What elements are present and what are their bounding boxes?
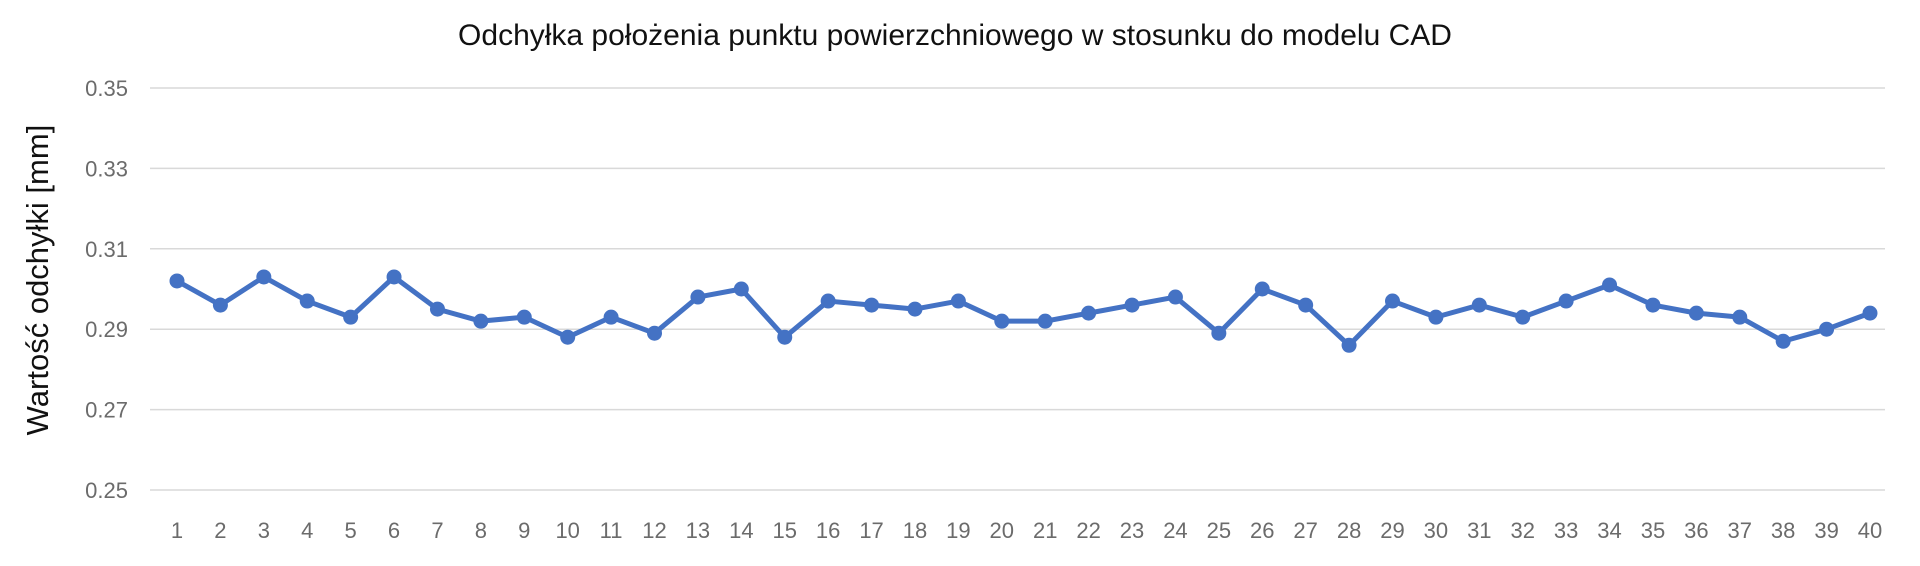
data-point <box>1819 321 1835 337</box>
x-tick-label: 21 <box>1033 518 1057 543</box>
x-tick-label: 5 <box>345 518 357 543</box>
y-axis-label: Wartość odchyłki [mm] <box>20 125 55 436</box>
x-tick-label: 2 <box>214 518 226 543</box>
data-point <box>386 269 402 285</box>
data-point <box>1254 281 1270 297</box>
x-tick-label: 22 <box>1076 518 1100 543</box>
data-point <box>1732 309 1748 325</box>
x-tick-label: 4 <box>301 518 313 543</box>
x-tick-label: 25 <box>1207 518 1231 543</box>
data-point <box>1558 293 1574 309</box>
data-point <box>1167 289 1183 305</box>
data-point <box>256 269 272 285</box>
x-tick-label: 32 <box>1510 518 1534 543</box>
x-tick-label: 9 <box>518 518 530 543</box>
data-point <box>560 329 576 345</box>
data-point <box>1688 305 1704 321</box>
data-point <box>994 313 1010 329</box>
data-point <box>950 293 966 309</box>
x-tick-label: 7 <box>431 518 443 543</box>
x-tick-label: 30 <box>1424 518 1448 543</box>
x-tick-label: 23 <box>1120 518 1144 543</box>
data-point <box>1862 305 1878 321</box>
data-point <box>820 293 836 309</box>
x-tick-label: 39 <box>1814 518 1838 543</box>
series-line <box>174 274 1873 348</box>
data-point <box>907 301 923 317</box>
x-tick-label: 34 <box>1597 518 1621 543</box>
data-point <box>1341 337 1357 353</box>
data-point <box>1775 333 1791 349</box>
data-point <box>212 297 228 313</box>
data-point <box>169 273 185 289</box>
data-point <box>1081 305 1097 321</box>
chart-title: Odchyłka położenia punktu powierzchniowe… <box>458 19 1452 52</box>
series-group <box>169 269 1878 353</box>
data-point <box>647 325 663 341</box>
data-point <box>1298 297 1314 313</box>
x-tick-label: 16 <box>816 518 840 543</box>
x-tick-label: 8 <box>475 518 487 543</box>
data-point <box>343 309 359 325</box>
y-tick-label: 0.35 <box>85 76 128 101</box>
data-point <box>603 309 619 325</box>
data-point <box>1515 309 1531 325</box>
x-tick-label: 15 <box>773 518 797 543</box>
x-tick-label: 10 <box>555 518 579 543</box>
y-tick-label: 0.31 <box>85 237 128 262</box>
data-point <box>516 309 532 325</box>
y-tick-label: 0.25 <box>85 478 128 503</box>
data-point <box>1645 297 1661 313</box>
x-tick-label: 24 <box>1163 518 1187 543</box>
x-tick-label: 13 <box>686 518 710 543</box>
gridlines <box>150 87 1885 491</box>
x-tick-label: 6 <box>388 518 400 543</box>
x-tick-label: 40 <box>1858 518 1882 543</box>
y-tick-label: 0.27 <box>85 398 128 423</box>
x-tick-label: 37 <box>1728 518 1752 543</box>
x-tick-label: 38 <box>1771 518 1795 543</box>
data-point <box>777 329 793 345</box>
x-tick-label: 35 <box>1641 518 1665 543</box>
data-point <box>1471 297 1487 313</box>
x-tick-label: 20 <box>990 518 1014 543</box>
data-point <box>473 313 489 329</box>
y-axis-ticks: 0.35 0.33 0.31 0.29 0.27 0.25 <box>85 76 128 503</box>
x-tick-label: 28 <box>1337 518 1361 543</box>
y-tick-label: 0.29 <box>85 317 128 342</box>
data-point <box>864 297 880 313</box>
x-tick-label: 11 <box>600 518 623 543</box>
data-point <box>1384 293 1400 309</box>
data-point <box>1124 297 1140 313</box>
data-point <box>1602 277 1618 293</box>
data-point <box>299 293 315 309</box>
x-axis-ticks: 1 2 3 4 5 6 7 8 9 10 11 12 13 14 15 16 17 18 19 20 21 22 23 24 2… <box>171 518 1882 543</box>
x-tick-label: 26 <box>1250 518 1274 543</box>
x-tick-label: 29 <box>1380 518 1404 543</box>
data-point <box>1037 313 1053 329</box>
data-point <box>690 289 706 305</box>
x-tick-label: 3 <box>258 518 270 543</box>
x-tick-label: 33 <box>1554 518 1578 543</box>
x-tick-label: 1 <box>171 518 183 543</box>
x-tick-label: 17 <box>859 518 883 543</box>
data-point <box>1428 309 1444 325</box>
data-point <box>1211 325 1227 341</box>
data-point <box>429 301 445 317</box>
x-tick-label: 19 <box>946 518 970 543</box>
y-tick-label: 0.33 <box>85 156 128 181</box>
x-tick-label: 27 <box>1293 518 1317 543</box>
x-tick-label: 14 <box>729 518 753 543</box>
x-tick-label: 31 <box>1467 518 1491 543</box>
x-tick-label: 18 <box>903 518 927 543</box>
x-tick-label: 12 <box>642 518 666 543</box>
data-point <box>733 281 749 297</box>
x-tick-label: 36 <box>1684 518 1708 543</box>
